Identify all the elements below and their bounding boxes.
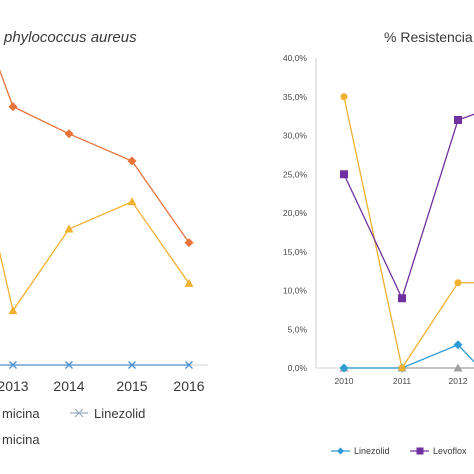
left-series-3-point (8, 306, 18, 315)
left-legend-entry-3: micina (2, 432, 40, 447)
right-legend-linezolid-marker (337, 447, 344, 455)
left-series-4-point (128, 361, 136, 369)
right-x-tick-label: 2012 (449, 376, 468, 386)
left-x-tick-label: 2013 (0, 378, 29, 394)
right-series-2-point (340, 170, 348, 179)
right-legend-entry-1: Linezolid (354, 446, 390, 456)
left-series-2-point (8, 102, 18, 112)
right-series-3-point (398, 364, 406, 372)
left-series-line-2 (0, 69, 190, 243)
right-legend-levoflox-marker (416, 447, 424, 455)
right-y-tick-label: 0,0% (288, 363, 308, 373)
left-x-ticks: 2013 2014 2015 2016 (0, 378, 205, 394)
left-series (0, 69, 194, 369)
left-chart: phylococcus aureus 2013 2014 2015 2016 mici… (0, 29, 208, 447)
right-series-line-2 (343, 113, 474, 301)
left-series-2-point (127, 156, 137, 166)
right-series-1-point (453, 340, 463, 350)
right-series-2-point (398, 294, 406, 303)
right-y-tick-label: 5,0% (288, 324, 308, 334)
right-chart-title: % Resistencia (384, 29, 473, 45)
right-y-tick-label: 40,0% (283, 53, 308, 63)
right-legend: Linezolid Levoflox (331, 446, 467, 456)
left-chart-title: phylococcus aureus (3, 29, 137, 46)
left-series-3-point (184, 278, 194, 287)
left-series-line-3 (0, 200, 190, 313)
right-series-line-3 (343, 96, 474, 370)
right-y-tick-label: 25,0% (283, 169, 308, 179)
right-x-tick-label: 2011 (393, 376, 412, 386)
left-series-4-point (65, 361, 73, 369)
left-x-tick-label: 2014 (53, 378, 84, 394)
left-series-2-point (184, 238, 194, 248)
left-series-4-point (9, 361, 17, 369)
right-series-2-point (454, 116, 462, 124)
left-series-3-point (64, 224, 74, 233)
left-series-2-point (64, 129, 74, 139)
right-series-3-point (454, 279, 462, 287)
right-x-tick-label: 2010 (335, 376, 354, 386)
right-series-1-point (339, 363, 349, 373)
left-x-tick-label: 2016 (173, 378, 204, 394)
right-y-tick-label: 20,0% (283, 208, 308, 218)
left-legend: micina Linezolid micina (2, 406, 145, 447)
right-x-ticks: 2010 2011 2012 (335, 376, 468, 386)
left-series-3-point (127, 197, 137, 206)
right-y-tick-label: 10,0% (283, 286, 308, 296)
left-legend-x-marker (74, 408, 84, 418)
right-y-tick-label: 15,0% (283, 247, 308, 257)
left-legend-entry-1: micina (2, 406, 40, 421)
right-y-ticks: 0,0% 5,0% 10,0% 15,0% 20,0% 25,0% 30,0% 35,0% 40… (283, 53, 308, 373)
left-x-tick-label: 2015 (116, 378, 147, 394)
right-chart: % Resistencia 0,0% 5,0% 10,0% 15,0% 20,0% 25,… (283, 29, 474, 456)
right-y-tick-label: 30,0% (283, 131, 308, 141)
right-series-4-point (453, 363, 463, 372)
right-y-tick-label: 35,0% (283, 92, 308, 102)
left-series-4-point (185, 361, 193, 369)
right-series-line-1 (344, 343, 474, 369)
left-legend-entry-2: Linezolid (94, 406, 145, 421)
right-legend-entry-2: Levoflox (433, 446, 467, 456)
right-series (339, 93, 474, 373)
right-series-3-point (340, 93, 348, 101)
